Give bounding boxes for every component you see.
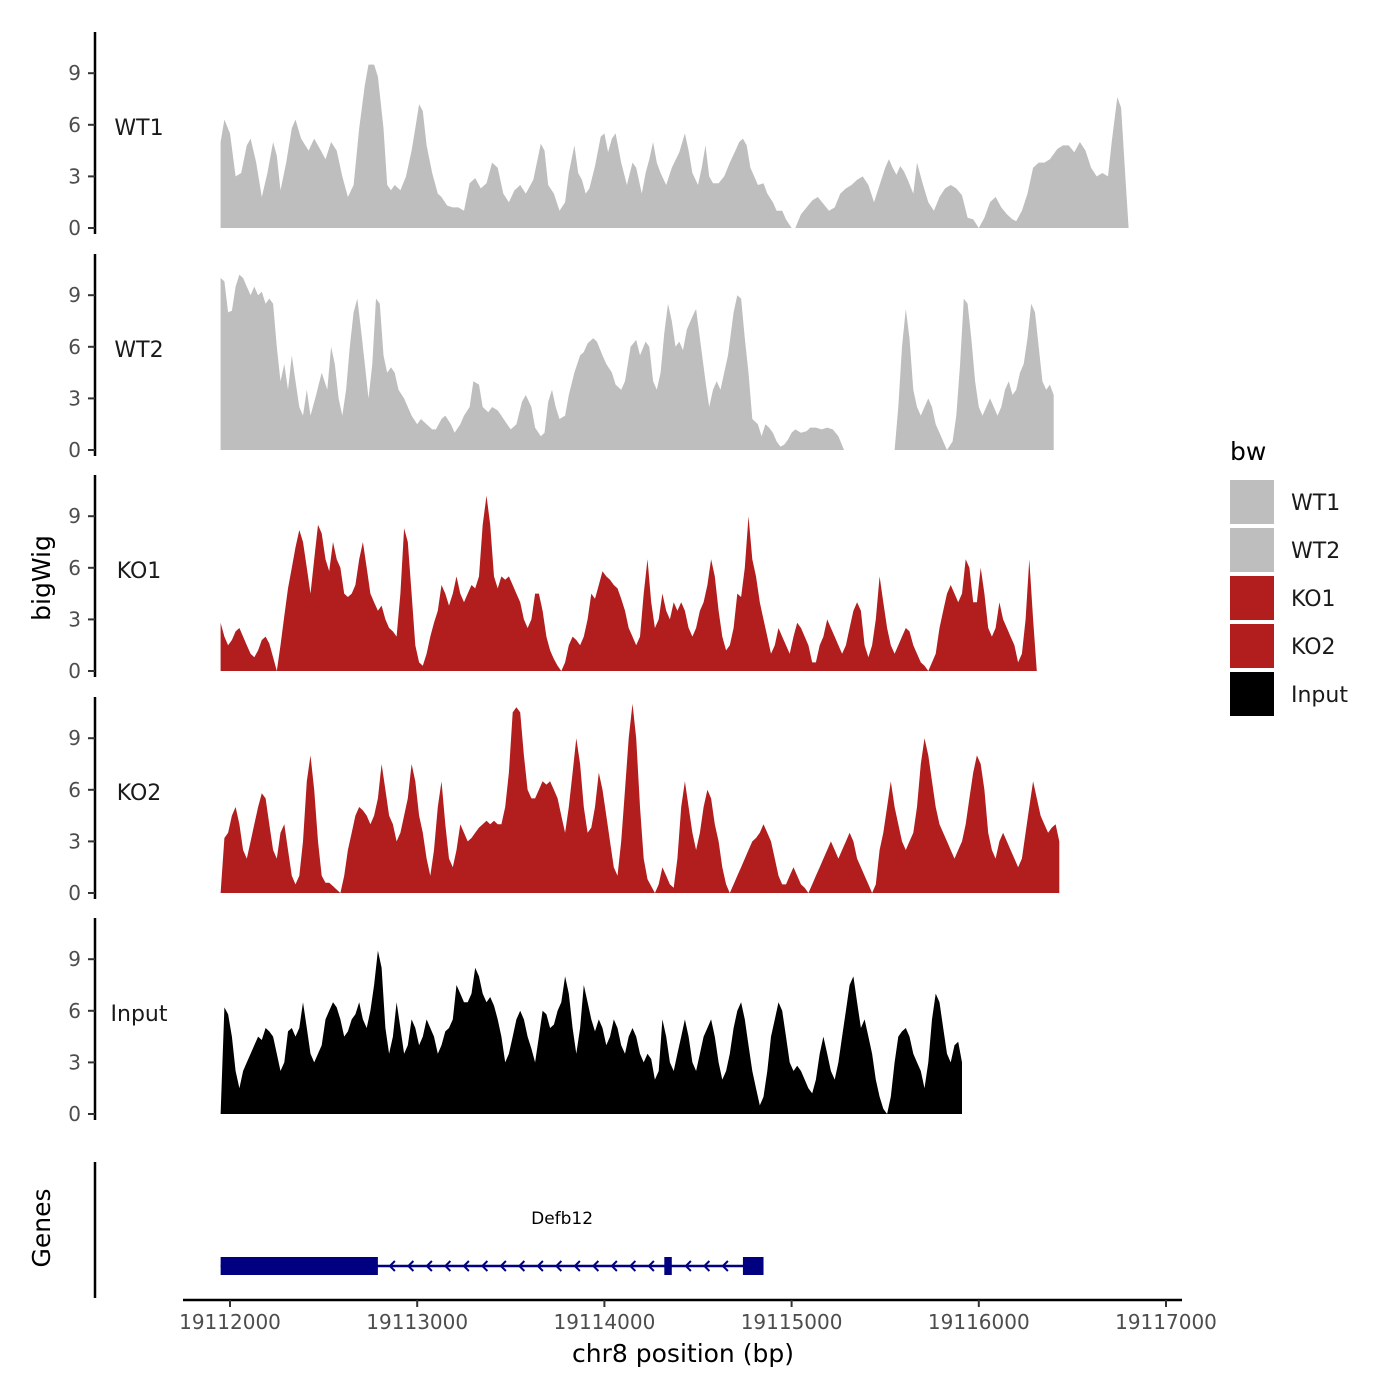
legend-title: bw xyxy=(1230,437,1266,466)
track-wt1: 0 3 6 9 WT1 xyxy=(68,32,1129,240)
gene-model xyxy=(220,1257,764,1275)
y-tick-label: 3 xyxy=(68,1050,81,1074)
legend-label: KO2 xyxy=(1291,635,1336,660)
gene-name-label: Defb12 xyxy=(531,1209,593,1229)
track-label: WT2 xyxy=(114,338,163,363)
gene-exon xyxy=(664,1257,672,1275)
x-axis-title: chr8 position (bp) xyxy=(572,1339,794,1368)
legend-swatch-ko2 xyxy=(1230,624,1274,668)
track-label: WT1 xyxy=(114,116,163,141)
y-tick-label: 0 xyxy=(68,659,81,683)
x-tick-label: 19112000 xyxy=(179,1310,281,1334)
bigwig-tracks: 0 3 6 9 WT1 0 3 6 9 WT2 0 3 6 9 KO1 0 3 6 9 KO2 0 3 6 9 Input xyxy=(68,32,1129,1126)
x-axis-ticks: 19112000 19113000 19114000 19115000 19116000… xyxy=(179,1300,1217,1334)
x-tick-label: 19113000 xyxy=(366,1310,468,1334)
y-tick-label: 6 xyxy=(68,113,81,137)
y-tick-label: 0 xyxy=(68,881,81,905)
y-tick-label: 6 xyxy=(68,335,81,359)
y-tick-label: 0 xyxy=(68,216,81,240)
strand-arrow xyxy=(554,1260,563,1272)
y-tick-label: 9 xyxy=(68,947,81,971)
strand-arrow xyxy=(406,1260,415,1272)
y-tick-label: 6 xyxy=(68,778,81,802)
legend-items: WT1 WT2 KO1 KO2 Input xyxy=(1230,480,1348,716)
strand-arrow xyxy=(702,1260,711,1272)
y-tick-label: 6 xyxy=(68,999,81,1023)
strand-arrow xyxy=(721,1260,729,1272)
legend-swatch-wt1 xyxy=(1230,480,1274,524)
x-tick-label: 19114000 xyxy=(554,1310,656,1334)
legend-swatch-wt2 xyxy=(1230,528,1274,572)
legend-label: Input xyxy=(1291,683,1348,708)
track-label: KO1 xyxy=(117,559,162,584)
legend-swatch-input xyxy=(1230,672,1274,716)
y-tick-label: 3 xyxy=(68,607,81,631)
strand-arrow xyxy=(573,1260,581,1272)
strand-arrow xyxy=(480,1260,489,1272)
coverage-area-wt2 xyxy=(220,274,1054,450)
strand-arrow xyxy=(610,1260,618,1272)
strand-arrow xyxy=(628,1260,637,1272)
y-tick-label: 3 xyxy=(68,164,81,188)
coverage-area-ko2 xyxy=(220,703,1060,893)
track-wt2: 0 3 6 9 WT2 xyxy=(68,254,1054,462)
y-tick-label: 9 xyxy=(68,283,81,307)
gene-exon xyxy=(220,1257,378,1275)
coverage-area-input xyxy=(220,950,963,1114)
x-tick-label: 19115000 xyxy=(741,1310,843,1334)
strand-arrow xyxy=(425,1260,433,1272)
y-tick-label: 6 xyxy=(68,556,81,580)
y-tick-label: 9 xyxy=(68,504,81,528)
y-tick-label: 9 xyxy=(68,61,81,85)
strand-arrow xyxy=(462,1260,470,1272)
y-tick-label: 0 xyxy=(68,438,81,462)
track-ko2: 0 3 6 9 KO2 xyxy=(68,697,1060,905)
legend-swatch-ko1 xyxy=(1230,576,1274,620)
track-label: KO2 xyxy=(117,781,162,806)
legend-label: KO1 xyxy=(1291,587,1336,612)
gene-exon xyxy=(742,1257,764,1275)
legend-label: WT2 xyxy=(1291,539,1340,564)
track-label: Input xyxy=(111,1002,168,1027)
coverage-area-ko1 xyxy=(220,495,1037,671)
strand-arrow xyxy=(388,1260,396,1272)
track-ko1: 0 3 6 9 KO1 xyxy=(68,475,1037,683)
track-input: 0 3 6 9 Input xyxy=(68,918,963,1126)
strand-arrow xyxy=(517,1260,526,1272)
coverage-area-wt1 xyxy=(220,64,1129,228)
strand-arrow xyxy=(443,1260,452,1272)
strand-arrow xyxy=(591,1260,600,1272)
y-tick-label: 0 xyxy=(68,1102,81,1126)
gene-track-title: Genes xyxy=(27,1188,56,1267)
y-tick-label: 3 xyxy=(68,829,81,853)
y-tick-label: 3 xyxy=(68,386,81,410)
strand-arrow xyxy=(684,1260,692,1272)
x-axis: 19112000 19113000 19114000 19115000 19116000… xyxy=(179,1298,1217,1368)
x-tick-label: 19116000 xyxy=(928,1310,1030,1334)
y-axis-title: bigWig xyxy=(27,535,56,621)
x-tick-label: 19117000 xyxy=(1115,1310,1217,1334)
strand-arrow xyxy=(647,1260,655,1272)
strand-arrow xyxy=(536,1260,544,1272)
legend: bw WT1 WT2 KO1 KO2 Input xyxy=(1230,437,1348,716)
y-tick-label: 9 xyxy=(68,726,81,750)
legend-label: WT1 xyxy=(1291,491,1340,516)
gene-track-panel: Genes Defb12 xyxy=(27,1162,764,1298)
strand-arrow xyxy=(499,1260,507,1272)
